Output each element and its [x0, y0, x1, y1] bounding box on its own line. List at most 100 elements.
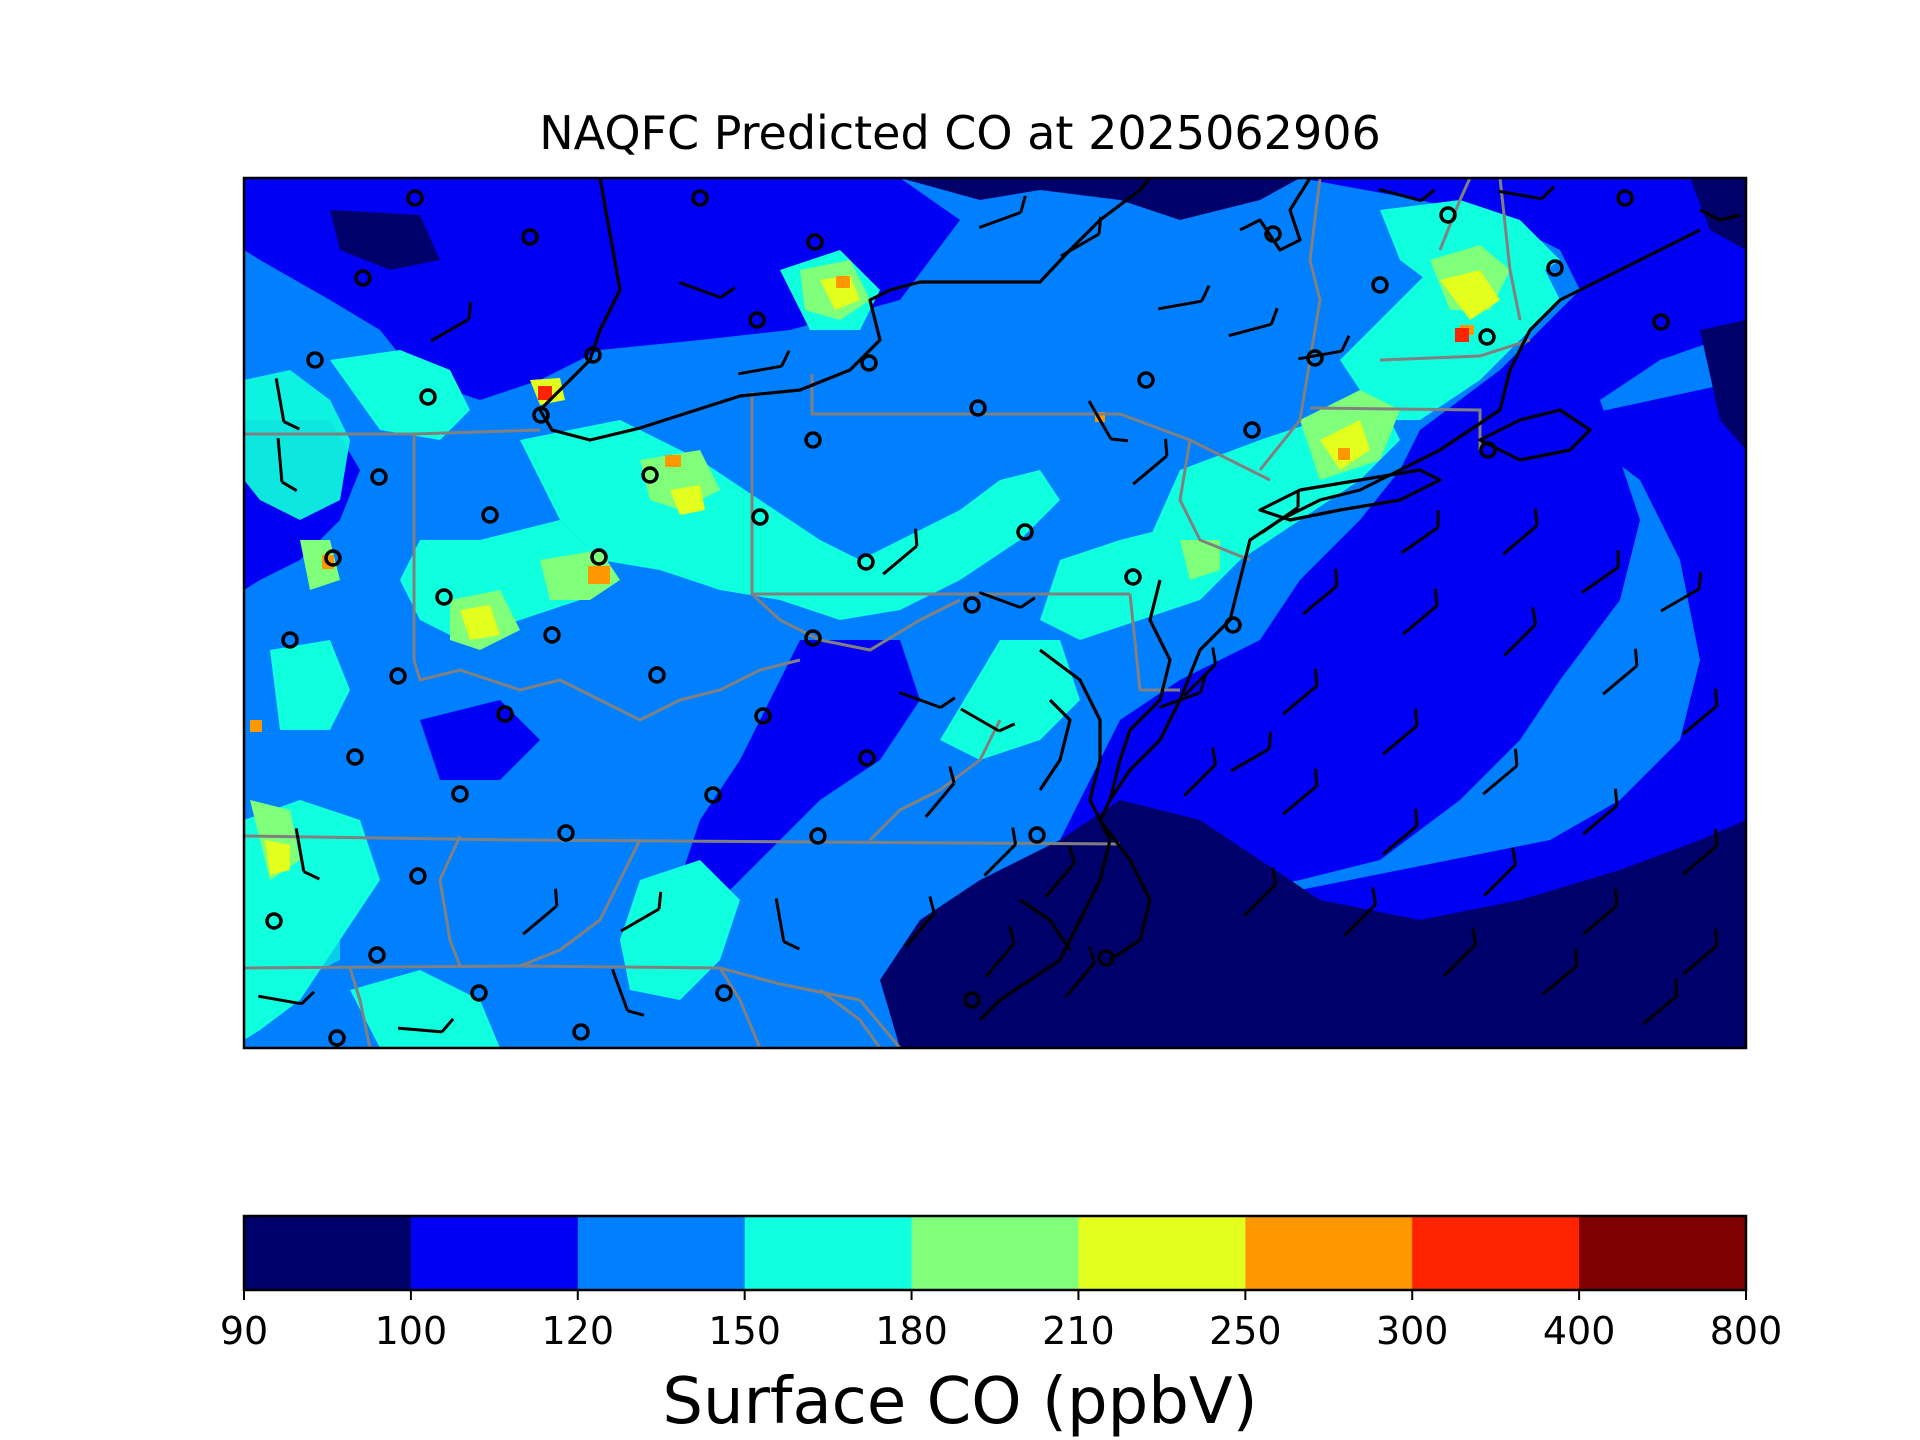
wind-barb: [1064, 946, 1096, 998]
station-marker: [715, 984, 733, 1002]
station-marker: [470, 984, 488, 1002]
colorbar-tick-label: 210: [1042, 1309, 1115, 1353]
monitoring-stations: [265, 189, 1670, 1047]
wind-barb: [1044, 846, 1076, 898]
colorbar-bin: [1579, 1216, 1747, 1290]
wind-barb: [1282, 768, 1319, 816]
wind-barb: [522, 888, 559, 936]
wind-barb: [611, 968, 645, 1017]
wind-barb: [430, 301, 473, 343]
station-marker: [969, 399, 987, 417]
colorbar-tick-label: 800: [1710, 1309, 1783, 1353]
station-marker: [1616, 189, 1634, 207]
station-marker: [1243, 421, 1261, 439]
colorbar-bin: [744, 1216, 913, 1290]
station-marker: [368, 946, 386, 964]
wind-barb: [898, 691, 956, 709]
colorbar-tick-label: 300: [1376, 1309, 1449, 1353]
station-marker: [406, 189, 424, 207]
wind-barb: [1378, 187, 1436, 203]
colorbar-bin: [1078, 1216, 1246, 1290]
station-marker: [1478, 328, 1496, 346]
map-border: [242, 176, 1748, 1050]
colorbar-bin: [244, 1216, 412, 1290]
station-marker: [409, 867, 427, 885]
station-marker: [389, 667, 407, 685]
wind-barb: [1503, 607, 1538, 657]
wind-barb: [1132, 438, 1169, 486]
station-marker: [691, 189, 709, 207]
station-marker: [857, 553, 875, 571]
colorbar-bin: [410, 1216, 579, 1290]
station-marker: [748, 311, 766, 329]
station-marker: [1439, 206, 1457, 224]
wind-barb: [1660, 571, 1703, 613]
wind-barbs: [258, 185, 1719, 1034]
wind-barb: [904, 896, 936, 948]
wind-barb: [1502, 508, 1539, 556]
station-marker: [806, 233, 824, 251]
station-marker: [281, 631, 299, 649]
wind-barb: [1230, 731, 1273, 773]
wind-barb: [1382, 708, 1419, 756]
wind-barb: [882, 528, 919, 576]
wind-barb: [1443, 927, 1478, 977]
wind-barb: [1087, 400, 1129, 443]
station-marker: [963, 991, 981, 1009]
wind-barb: [1298, 335, 1351, 361]
colorbar-bin: [577, 1216, 746, 1290]
colorbar-tick-label: 90: [220, 1309, 268, 1353]
colorbar: [242, 1214, 1748, 1300]
wind-barb: [960, 707, 1016, 733]
station-marker: [306, 351, 324, 369]
wind-barb: [1682, 928, 1719, 976]
station-marker: [1028, 826, 1046, 844]
station-marker: [1016, 523, 1034, 541]
station-marker: [1224, 616, 1242, 634]
station-marker: [751, 508, 769, 526]
wind-barb: [1602, 648, 1639, 696]
station-marker: [1124, 568, 1142, 586]
colorbar-bin: [1245, 1216, 1413, 1290]
wind-barb: [397, 1017, 455, 1034]
colorbar-tick-label: 250: [1209, 1309, 1282, 1353]
wind-barb: [978, 195, 1027, 229]
station-marker: [346, 748, 364, 766]
wind-barb: [1483, 847, 1518, 897]
wind-barb: [1302, 568, 1339, 616]
wind-barb: [1582, 888, 1619, 936]
station-marker: [584, 346, 602, 364]
coastlines: [538, 178, 1741, 1022]
station-marker: [804, 629, 822, 647]
wind-barb: [1158, 285, 1211, 311]
wind-barb: [1401, 510, 1440, 554]
station-marker: [963, 596, 981, 614]
station-marker: [1546, 259, 1564, 277]
map-area: [244, 178, 1746, 1048]
wind-barb: [1498, 185, 1555, 201]
wind-barb: [620, 891, 663, 933]
colorbar-tick-label: 180: [875, 1309, 948, 1353]
colorbar-tick-labels: 90 100 120 150 180 210 250 300 400 800: [220, 1309, 1782, 1353]
wind-barb: [274, 378, 300, 431]
wind-barb: [1261, 490, 1300, 534]
wind-barb: [774, 898, 800, 951]
station-marker: [590, 548, 608, 566]
co-field-lowest-regions: [330, 178, 1746, 1048]
wind-barb: [1183, 747, 1218, 797]
wind-barb: [294, 828, 320, 881]
wind-barb: [258, 990, 315, 1006]
station-marker: [704, 786, 722, 804]
station-marker: [370, 468, 388, 486]
colorbar-bin: [1412, 1216, 1580, 1290]
colorbar-tick-label: 120: [542, 1309, 615, 1353]
wind-barb: [1682, 828, 1719, 876]
wind-barb: [1228, 307, 1279, 338]
station-marker: [1137, 371, 1155, 389]
station-marker: [1479, 441, 1497, 459]
wind-barb: [1282, 668, 1319, 716]
station-marker: [265, 912, 283, 930]
wind-barb: [678, 281, 736, 299]
station-marker: [543, 626, 561, 644]
